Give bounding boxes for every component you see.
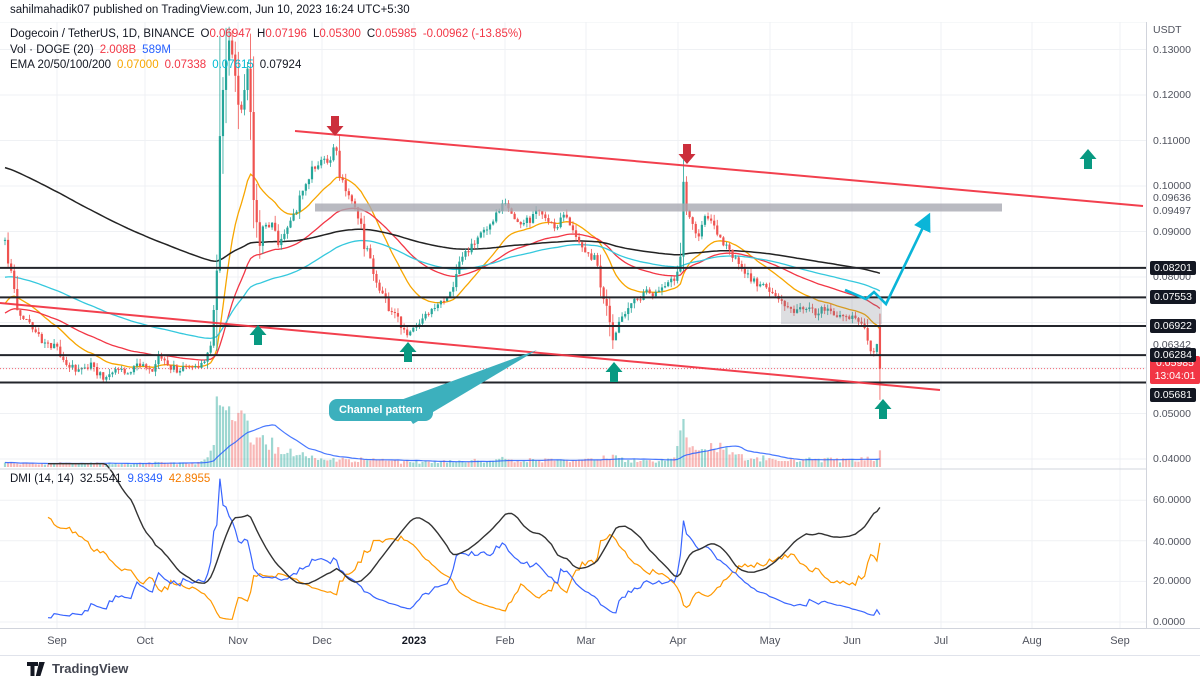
ema-20-line [4, 173, 881, 368]
time-axis-label: Jun [843, 635, 861, 647]
arrow-up-marker[interactable] [874, 399, 892, 419]
chart-legend: Dogecoin / TetherUS, 1D, BINANCE O0.06947… [10, 27, 522, 74]
volume-ma [4, 424, 880, 465]
price-axis-label: 0.10000 [1153, 180, 1191, 192]
price-axis-label: 0.13000 [1153, 44, 1191, 56]
time-axis-label: Sep [1110, 635, 1130, 647]
legend-symbol-row[interactable]: Dogecoin / TetherUS, 1D, BINANCE O0.06947… [10, 27, 522, 43]
dmi-plusdi-value: 9.8349 [127, 473, 163, 485]
dmi-adx-value: 32.5541 [79, 473, 122, 485]
price-axis-label: USDT [1153, 24, 1182, 36]
arrow-up-marker[interactable] [249, 325, 267, 345]
price-axis-label: 0.09636 [1153, 192, 1191, 204]
dmi-lines [47, 463, 881, 620]
supply-zone[interactable] [315, 203, 1002, 212]
symbol-title[interactable]: Dogecoin / TetherUS, 1D, BINANCE [10, 28, 195, 40]
time-axis-label: Dec [312, 635, 332, 647]
close-value: 0.05985 [375, 28, 417, 40]
trendline[interactable] [0, 302, 941, 391]
price-axis-label: 0.09497 [1153, 205, 1191, 217]
time-axis-label: Nov [228, 635, 248, 647]
footer-bar: TradingView [0, 655, 1200, 681]
dmi-label[interactable]: DMI (14, 14) [10, 473, 74, 485]
arrow-down-marker[interactable] [678, 144, 696, 164]
published-bar: sahilmahadik07 published on TradingView.… [0, 0, 1200, 22]
candles [3, 26, 882, 400]
bar-countdown: 13:04:01 [1154, 370, 1196, 382]
time-axis-label: Oct [136, 635, 154, 647]
price-level-badge: 0.06922 [1150, 319, 1196, 333]
volume-ma-line [4, 424, 880, 465]
legend-volume-row[interactable]: Vol · DOGE (20) 2.008B 589M [10, 43, 522, 59]
drawings[interactable] [0, 116, 1146, 424]
price-axis-label: 40.0000 [1153, 536, 1191, 548]
time-axis-label: Mar [576, 635, 596, 647]
minus-di-line [47, 516, 881, 620]
price-axis-label: 0.04000 [1153, 453, 1191, 465]
time-axis-label: Aug [1022, 635, 1042, 647]
low-value: 0.05300 [319, 28, 361, 40]
published-text: sahilmahadik07 published on TradingView.… [10, 4, 410, 16]
high-value: 0.07196 [265, 28, 307, 40]
dmi-minusdi-value: 42.8955 [168, 473, 211, 485]
price-level-badge: 0.06284 [1150, 348, 1196, 362]
price-level-badge: 0.07553 [1150, 290, 1196, 304]
ema-200-line [4, 166, 881, 275]
ema-label[interactable]: EMA 20/50/100/200 [10, 59, 112, 71]
price-axis-label: 20.0000 [1153, 575, 1191, 587]
volume-bars [3, 396, 882, 467]
ema100-value: 0.07615 [212, 59, 254, 71]
ema200-value: 0.07924 [259, 59, 302, 71]
tradingview-logo-icon[interactable] [27, 661, 46, 677]
time-axis-label: 2023 [401, 635, 427, 647]
price-level-badge: 0.05681 [1150, 388, 1196, 402]
callout-tail [398, 350, 537, 424]
ema50-value: 0.07338 [164, 59, 207, 71]
dmi-legend[interactable]: DMI (14, 14) 32.5541 9.8349 42.8955 [10, 473, 210, 485]
arrow-up-marker[interactable] [399, 342, 417, 362]
price-axis[interactable]: 0.05985 13:04:01 USDT 0.13000 0.12000 0.110… [1146, 22, 1200, 628]
adx-line [48, 463, 881, 585]
ema-100-line [4, 239, 881, 340]
time-axis[interactable]: Sep Oct Nov Dec 2023 Feb Mar Apr May Jun Jul Aug Sep [0, 628, 1200, 656]
price-axis-label: 0.11000 [1153, 135, 1191, 147]
tradingview-brand-text[interactable]: TradingView [52, 661, 129, 676]
close-label: C [366, 28, 376, 40]
plus-di-line [47, 478, 881, 619]
change-value: -0.00962 (-13.85%) [422, 28, 522, 40]
time-axis-label: Sep [47, 635, 67, 647]
price-level-badge: 0.08201 [1150, 261, 1196, 275]
arrow-up-marker[interactable] [605, 362, 623, 382]
projection-arrow[interactable] [844, 212, 931, 307]
ema20-value: 0.07000 [117, 59, 159, 71]
trendline[interactable] [294, 130, 1144, 207]
time-axis-label: Feb [495, 635, 515, 647]
open-value: 0.06947 [209, 28, 252, 40]
volume-label[interactable]: Vol · DOGE (20) [10, 43, 94, 56]
price-axis-label: 0.0000 [1153, 616, 1186, 628]
volume-ma-value: 2.008B [99, 43, 137, 56]
price-axis-label: 0.09000 [1153, 226, 1191, 238]
volume-current-value: 589M [142, 43, 171, 56]
time-axis-label: Jul [933, 635, 949, 647]
high-label: H [257, 28, 266, 40]
open-label: O [200, 28, 210, 40]
arrow-down-marker[interactable] [326, 116, 344, 136]
consolidation-box[interactable] [781, 298, 882, 324]
time-axis-label: May [759, 635, 781, 647]
arrow-up-marker[interactable] [1079, 149, 1097, 169]
low-label: L [312, 28, 320, 40]
price-axis-label: 0.12000 [1153, 89, 1191, 101]
price-axis-label: 60.0000 [1153, 494, 1191, 506]
legend-ema-row[interactable]: EMA 20/50/100/200 0.07000 0.07338 0.07615 0.… [10, 58, 522, 74]
price-axis-label: 0.05000 [1153, 408, 1191, 420]
time-axis-label: Apr [669, 635, 687, 647]
channel-pattern-callout[interactable]: Channel pattern [329, 399, 433, 421]
